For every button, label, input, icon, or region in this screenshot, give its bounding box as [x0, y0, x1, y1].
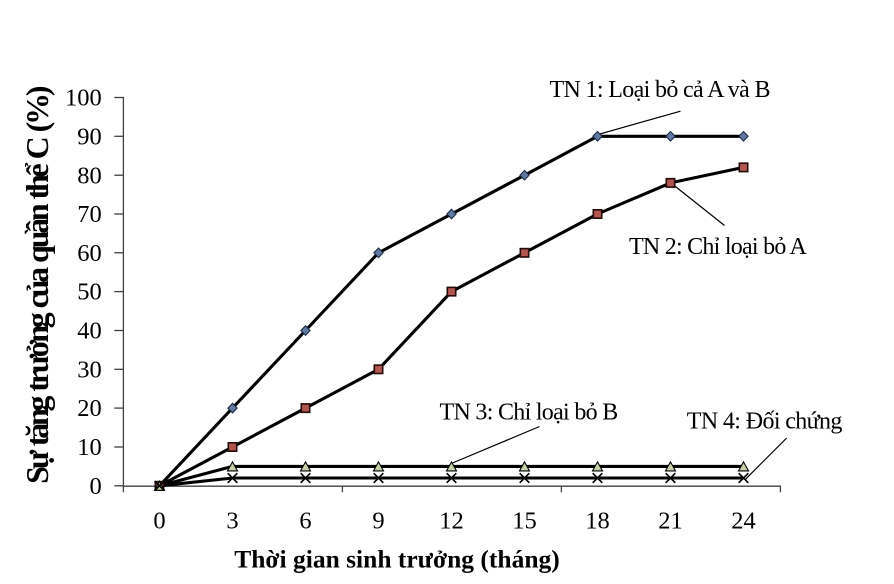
svg-text:0: 0 — [90, 473, 102, 500]
svg-text:70: 70 — [77, 201, 102, 228]
svg-text:50: 50 — [77, 279, 102, 306]
svg-text:60: 60 — [77, 240, 102, 267]
svg-text:3: 3 — [226, 508, 238, 535]
svg-text:Thời gian sinh trưởng (tháng): Thời gian sinh trưởng (tháng) — [234, 544, 560, 573]
svg-text:20: 20 — [77, 395, 102, 422]
svg-text:Sự tăng trưởng của quần thể C: Sự tăng trưởng của quần thể C (%) — [19, 86, 55, 484]
svg-text:12: 12 — [439, 508, 464, 535]
svg-text:TN 1: Loại bỏ cả A và B: TN 1: Loại bỏ cả A và B — [550, 77, 770, 103]
svg-text:40: 40 — [77, 318, 102, 345]
svg-text:0: 0 — [153, 508, 165, 535]
svg-text:15: 15 — [512, 508, 537, 535]
svg-text:24: 24 — [731, 508, 756, 535]
svg-text:80: 80 — [77, 162, 102, 189]
svg-text:TN 2: Chỉ loại bỏ A: TN 2: Chỉ loại bỏ A — [629, 234, 808, 260]
svg-text:21: 21 — [658, 508, 683, 535]
svg-text:10: 10 — [77, 434, 102, 461]
svg-text:TN 4: Đối chứng: TN 4: Đối chứng — [687, 409, 843, 435]
svg-text:18: 18 — [585, 508, 610, 535]
svg-text:9: 9 — [372, 508, 384, 535]
svg-text:90: 90 — [77, 123, 102, 150]
svg-text:TN 3: Chỉ loại bỏ B: TN 3: Chỉ loại bỏ B — [440, 400, 618, 426]
svg-text:30: 30 — [77, 356, 102, 383]
svg-text:100: 100 — [65, 85, 102, 112]
svg-text:6: 6 — [299, 508, 311, 535]
